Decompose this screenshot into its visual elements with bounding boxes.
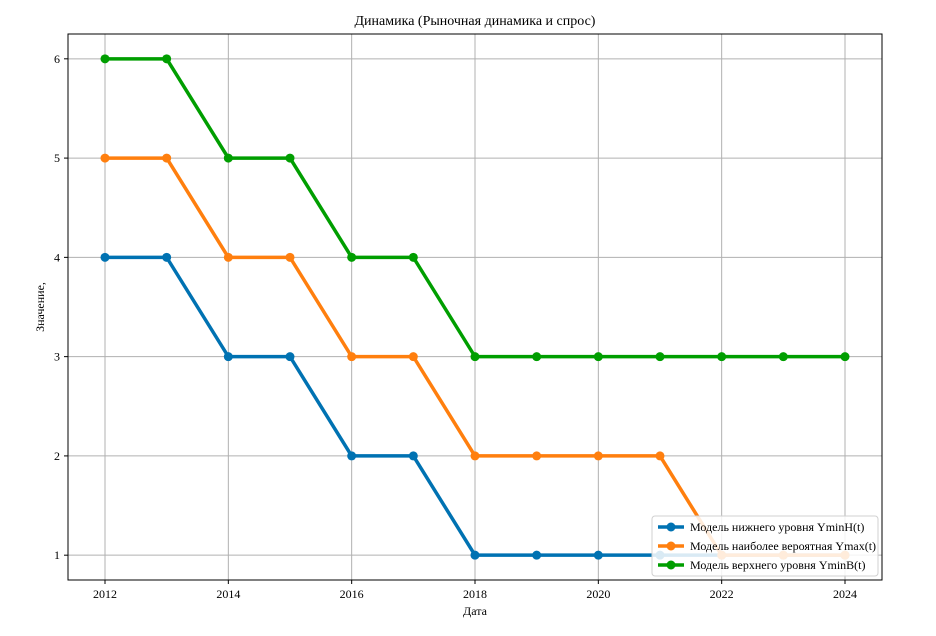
y-tick-label: 3 (54, 350, 60, 364)
legend-swatch-marker (666, 541, 676, 551)
x-tick-label: 2012 (93, 587, 117, 601)
legend-swatch-marker (666, 560, 676, 570)
legend-label: Модель наиболее вероятная Ymax(t) (690, 539, 876, 553)
y-tick-label: 6 (54, 52, 60, 66)
data-point (408, 352, 418, 362)
data-point (840, 352, 850, 362)
data-point (223, 352, 233, 362)
data-point (655, 352, 665, 362)
legend-swatch-marker (666, 522, 676, 532)
x-tick-label: 2020 (586, 587, 610, 601)
y-tick-label: 2 (54, 449, 60, 463)
data-point (593, 352, 603, 362)
x-tick-label: 2018 (463, 587, 487, 601)
data-point (593, 550, 603, 560)
y-tick-label: 4 (54, 250, 60, 264)
x-tick-label: 2022 (710, 587, 734, 601)
series-3 (100, 54, 850, 362)
chart-title: Динамика (Рыночная динамика и спрос) (355, 14, 596, 29)
data-point (655, 451, 665, 461)
data-point (347, 451, 357, 461)
data-point (285, 352, 295, 362)
data-point (408, 451, 418, 461)
x-tick-label: 2014 (216, 587, 240, 601)
axis-ticks: 2012 2014 2016 2018 2020 2022 2024 1 2 3 4 5 6 (54, 52, 857, 601)
data-point (223, 153, 233, 163)
data-point (593, 451, 603, 461)
data-point (408, 252, 418, 262)
legend-item: Модель верхнего уровня YminB(t) (658, 558, 865, 572)
data-point (470, 451, 480, 461)
legend-label: Модель верхнего уровня YminB(t) (690, 558, 865, 572)
data-point (285, 153, 295, 163)
data-point (347, 252, 357, 262)
x-tick-label: 2024 (833, 587, 857, 601)
data-point (100, 153, 110, 163)
data-point (778, 352, 788, 362)
data-point (285, 252, 295, 262)
data-point (532, 352, 542, 362)
data-point (162, 252, 172, 262)
y-axis-label: Значение, (33, 282, 47, 332)
legend-item: Модель наиболее вероятная Ymax(t) (658, 539, 876, 553)
data-point (223, 252, 233, 262)
legend-box (651, 515, 879, 577)
data-point (532, 451, 542, 461)
data-point (100, 54, 110, 64)
data-point (347, 352, 357, 362)
data-point (717, 352, 727, 362)
legend-label: Модель нижнего уровня YminH(t) (690, 520, 864, 534)
data-point (470, 352, 480, 362)
x-tick-label: 2016 (340, 587, 364, 601)
y-tick-label: 5 (54, 151, 60, 165)
x-axis-label: Дата (463, 604, 488, 618)
data-point (100, 252, 110, 262)
legend-item: Модель нижнего уровня YminH(t) (658, 520, 864, 534)
data-point (162, 54, 172, 64)
y-tick-label: 1 (54, 548, 60, 562)
data-point (532, 550, 542, 560)
data-point (162, 153, 172, 163)
data-point (470, 550, 480, 560)
legend: Модель нижнего уровня YminH(t) Модель наи… (651, 515, 879, 577)
